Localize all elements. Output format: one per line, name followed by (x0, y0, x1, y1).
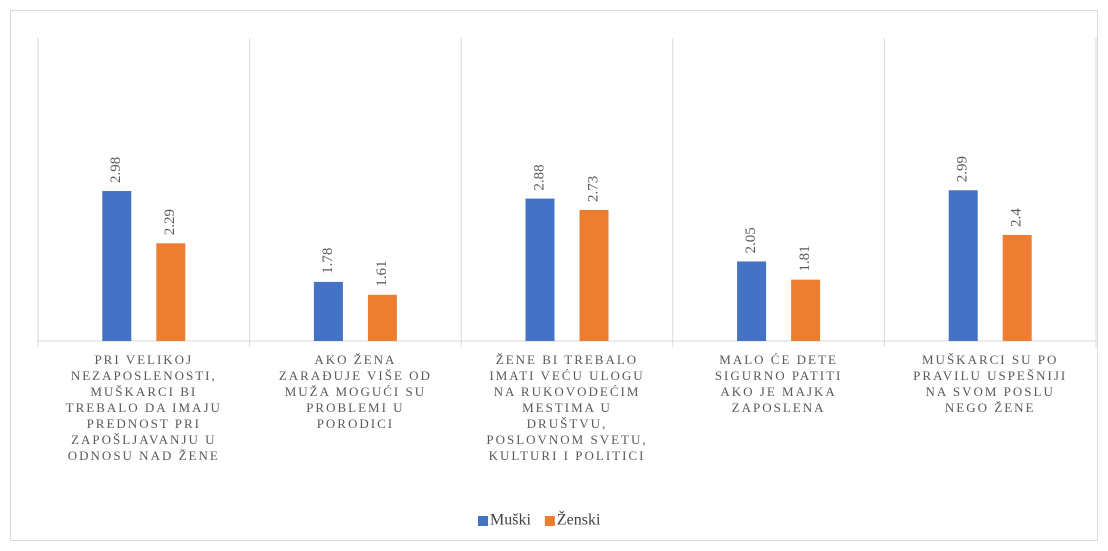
x-tick-label: MUŠKARCI SU PO (922, 352, 1058, 367)
bar (525, 198, 555, 341)
x-tick-label: KULTURI I POLITICI (489, 448, 646, 463)
bar (313, 281, 343, 341)
value-label: 2.99 (955, 156, 971, 182)
value-label: 1.61 (374, 261, 390, 287)
x-tick-label: POSLOVNOM SVETU, (486, 432, 647, 447)
x-tick-label: DRUŠTVU, (527, 416, 608, 431)
x-tick-label: ZARAĐUJE VIŠE OD (279, 368, 432, 383)
bar (948, 190, 978, 341)
x-tick-label: NEGO ŽENE (945, 400, 1036, 415)
bar (1002, 234, 1032, 341)
x-tick-label: SIGURNO PATITI (715, 368, 843, 383)
value-label: 1.81 (797, 245, 813, 271)
value-label: 2.29 (162, 209, 178, 235)
bar (579, 209, 609, 341)
x-tick-label: ZAPOSLENA (732, 400, 826, 415)
value-label: 2.73 (585, 176, 601, 202)
bar (791, 279, 821, 341)
x-tick-label: AKO ŽENA (314, 352, 396, 367)
legend-swatch (478, 516, 488, 526)
x-tick-label: NA SVOM POSLU (926, 384, 1055, 399)
x-tick-label: MUŠKARCI BI (90, 384, 197, 399)
x-tick-label: NA RUKOVODEĆIM (494, 384, 641, 399)
bar (156, 243, 186, 341)
x-tick-label: PREDNOST PRI (87, 416, 201, 431)
legend-swatch (544, 516, 555, 526)
x-tick-label: PRAVILU USPEŠNIJI (913, 368, 1067, 383)
x-tick-label: AKO JE MAJKA (720, 384, 836, 399)
x-tick-label: PORODICI (317, 416, 394, 431)
x-tick-label: MALO ĆE DETE (719, 352, 838, 367)
value-label: 1.78 (320, 248, 336, 274)
x-tick-label: TREBALO DA IMAJU (66, 400, 222, 415)
x-tick-label: IMATI VEĆU ULOGU (489, 368, 644, 383)
x-tick-label: ŽENE BI TREBALO (496, 352, 638, 367)
bar (737, 261, 767, 341)
value-label: 2.88 (531, 164, 547, 190)
bar (102, 191, 132, 341)
x-tick-label: PRI VELIKOJ (94, 352, 193, 367)
legend-label: Muški (490, 512, 531, 529)
x-tick-label: ZAPOŠLJAVANJU U (71, 432, 216, 447)
x-tick-label: PROBLEMI U (306, 400, 404, 415)
value-label: 2.05 (743, 227, 759, 253)
x-tick-label: MUŽA MOGUĆI SU (285, 384, 426, 399)
x-tick-label: ODNOSU NAD ŽENE (68, 448, 220, 463)
value-label: 2.4 (1009, 208, 1025, 227)
x-tick-label: NEZAPOSLENOSTI, (71, 368, 217, 383)
bar (367, 294, 397, 341)
legend-label: Ženski (557, 510, 601, 529)
x-tick-label: MESTIMA U (522, 400, 612, 415)
value-label: 2.98 (108, 157, 124, 183)
chart-border (10, 10, 1098, 541)
